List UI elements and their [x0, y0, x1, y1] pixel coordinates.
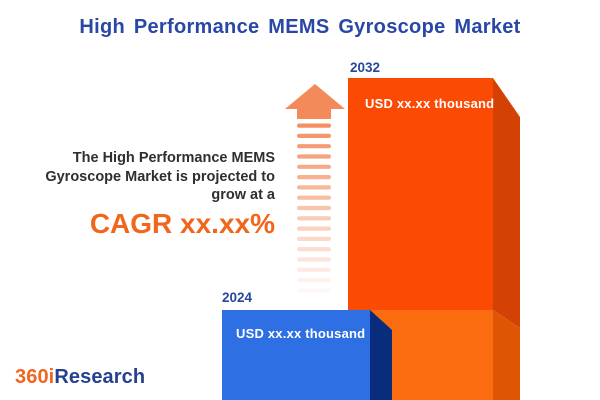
growth-annotation: The High Performance MEMS Gyroscope Mark… [5, 149, 275, 240]
annotation-line-2: Gyroscope Market is projected to [45, 168, 275, 185]
cagr-value: CAGR xx.xx% [89, 207, 275, 239]
bar-2032-side-bottom [493, 310, 520, 400]
brand-logo-prefix: 360i [15, 366, 55, 388]
bar-2032-side-top [493, 78, 520, 328]
growth-arrow-stripes-icon [297, 123, 331, 293]
annotation-line-3: grow at a [211, 187, 275, 203]
brand-logo: 360iResearch [15, 366, 145, 389]
bar-2024-face [222, 310, 370, 400]
bar-2032-year-label: 2032 [350, 60, 381, 75]
bar-2032-value-label: USD xx.xx thousand [365, 96, 495, 111]
bar-2024-side [370, 310, 392, 400]
bar-2024-value-label: USD xx.xx thousand [236, 326, 366, 341]
page-title: High Performance MEMS Gyroscope Market [79, 16, 521, 38]
bar-2032-face-top [348, 78, 493, 310]
annotation-line-1: The High Performance MEMS [72, 150, 275, 166]
bar-2024-year-label: 2024 [222, 290, 253, 305]
brand-logo-suffix: Research [54, 366, 146, 388]
growth-arrow-head-icon [285, 84, 345, 119]
